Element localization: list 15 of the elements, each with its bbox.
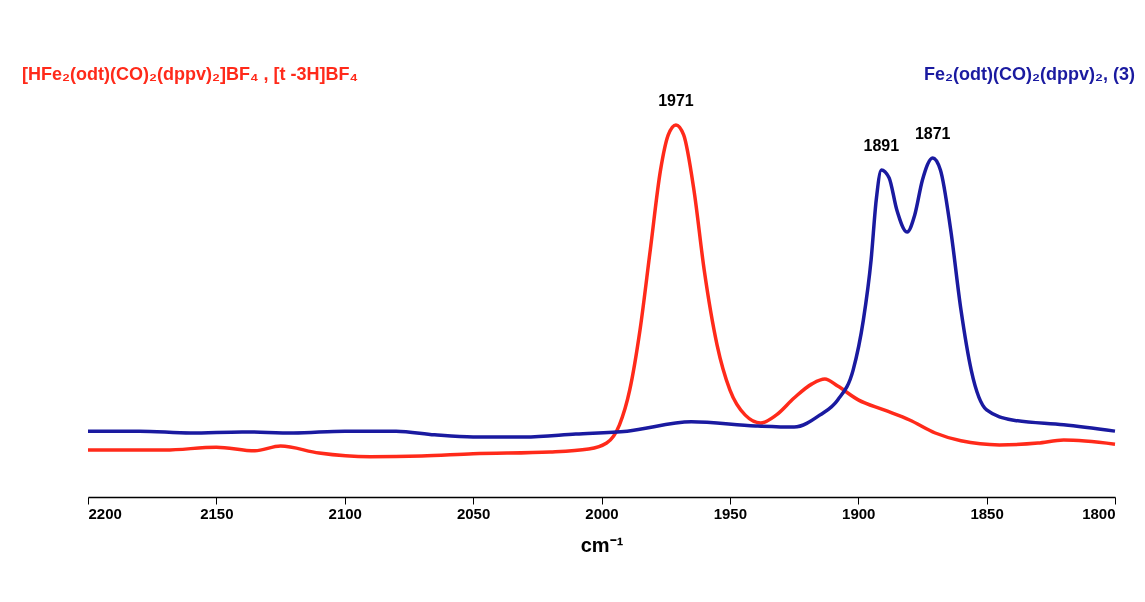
x-tick-label: 1950 [713, 504, 748, 522]
x-tick-label: 2050 [456, 504, 491, 522]
x-tick-label: 2150 [200, 504, 234, 522]
annotation: 1891 [863, 136, 900, 154]
x-tick-label: 2000 [585, 504, 619, 522]
x-axis-title: cm⁻¹ [580, 533, 624, 556]
x-tick-label: 2200 [88, 504, 122, 522]
text: Fe₂(odt)(CO)₂(dppv)₂, (3) [924, 64, 1135, 84]
x-tick-label: 1850 [970, 504, 1004, 522]
x-tick-label: 1900 [842, 504, 876, 522]
x-tick-label: 1800 [1082, 504, 1116, 522]
x-tick-label: 2100 [328, 504, 362, 522]
annotation: 1971 [658, 91, 694, 109]
annotation: 1871 [914, 125, 951, 143]
text: [HFe₂(odt)(CO)₂(dppv)₂]BF₄ , [t -3H]BF₄ [22, 64, 359, 84]
